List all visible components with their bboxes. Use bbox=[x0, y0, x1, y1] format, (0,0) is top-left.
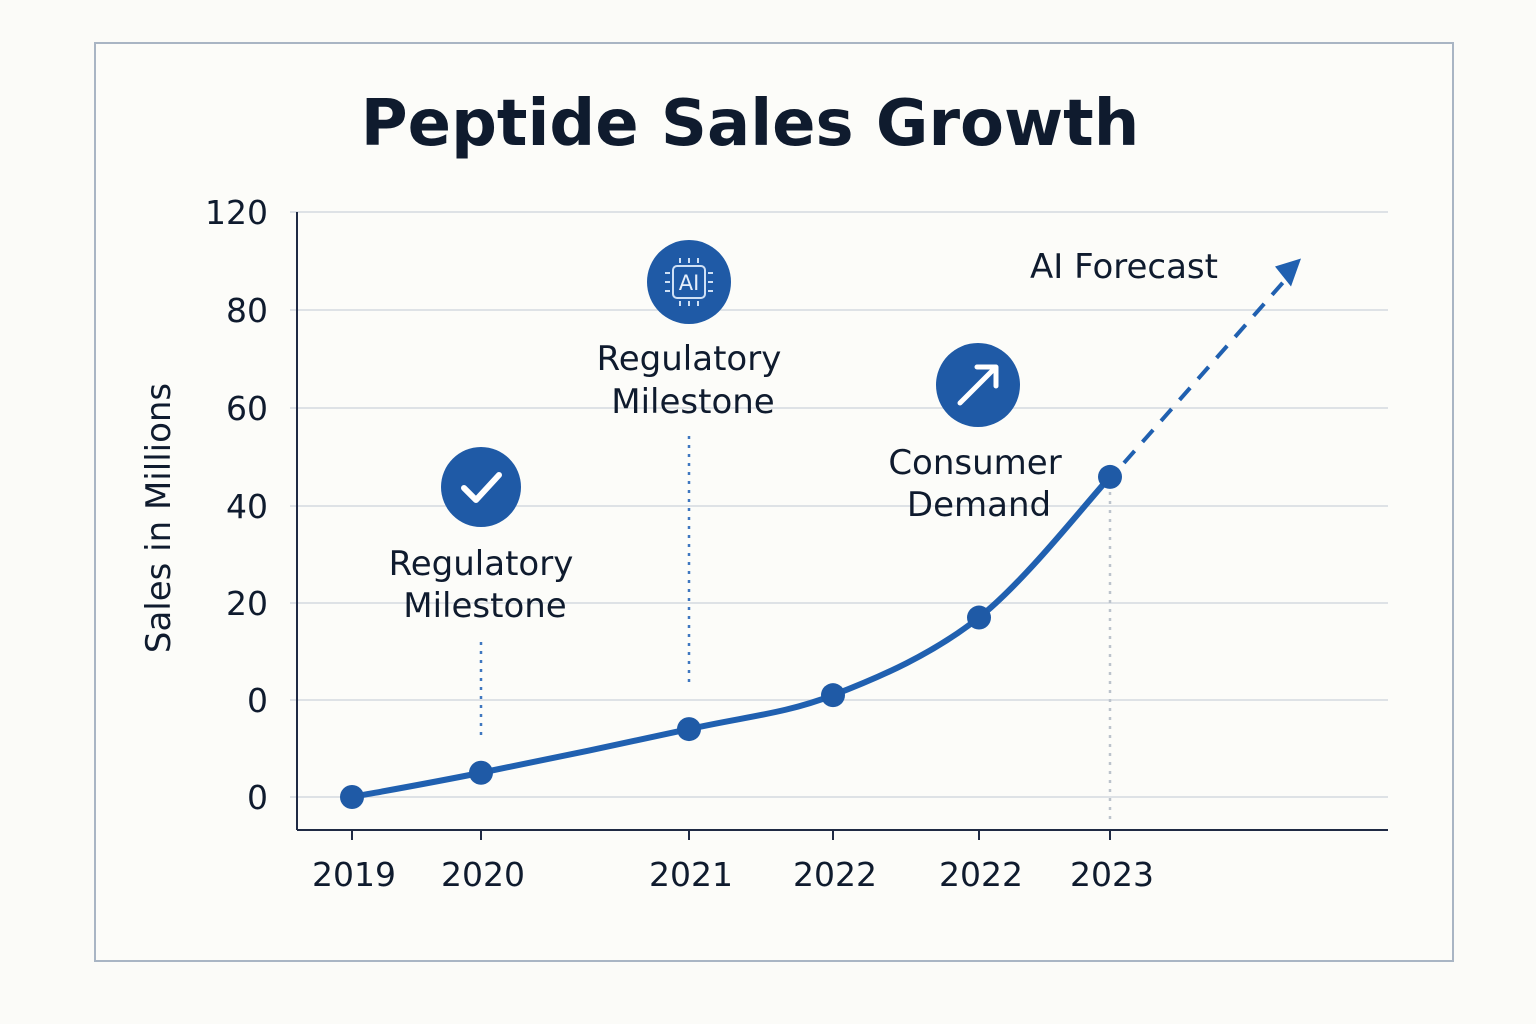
chart-title: Peptide Sales Growth bbox=[361, 87, 1140, 161]
y-axis-label: Sales in Millions bbox=[139, 383, 179, 653]
data-point bbox=[1098, 464, 1122, 489]
annotation-label-line1: Regulatory bbox=[389, 544, 574, 584]
chart-frame bbox=[94, 42, 1454, 962]
ai-chip-icon: AI bbox=[647, 240, 731, 324]
y-tick-label: 0 bbox=[247, 681, 268, 720]
annotation-label-line1: Regulatory bbox=[597, 339, 782, 379]
x-tick-labels: 2019 2020 2021 2022 2022 2023 bbox=[312, 830, 1154, 894]
forecast-line bbox=[1122, 281, 1285, 465]
data-point bbox=[967, 605, 991, 630]
checkmark-icon bbox=[441, 447, 521, 527]
annotation-label-line2: Milestone bbox=[611, 382, 774, 422]
forecast-arrowhead bbox=[1275, 258, 1301, 287]
annotation-label-line2: Milestone bbox=[403, 586, 566, 626]
annotation-label-line1: Consumer bbox=[888, 443, 1061, 483]
x-tick-label: 2021 bbox=[649, 855, 733, 894]
milestone-guides bbox=[479, 436, 1112, 822]
y-tick-label: 80 bbox=[226, 291, 268, 330]
y-tick-label: 120 bbox=[205, 193, 268, 232]
data-point bbox=[340, 785, 364, 809]
y-tick-label: 40 bbox=[226, 487, 268, 526]
y-tick-labels: 120 80 60 40 20 0 0 bbox=[205, 193, 268, 817]
forecast-series bbox=[1122, 258, 1301, 465]
x-tick-label: 2023 bbox=[1070, 855, 1154, 894]
forecast-label: AI Forecast bbox=[1030, 247, 1218, 287]
data-point bbox=[677, 717, 701, 742]
y-tick-label: 0 bbox=[247, 778, 268, 817]
trend-arrow-icon bbox=[936, 343, 1020, 427]
x-tick-label: 2022 bbox=[793, 855, 877, 894]
data-point bbox=[469, 760, 493, 785]
x-tick-label: 2022 bbox=[939, 855, 1023, 894]
x-tick-label: 2019 bbox=[312, 855, 396, 894]
sales-series bbox=[340, 464, 1122, 809]
annotation-label-line2: Demand bbox=[907, 485, 1051, 525]
x-tick-label: 2020 bbox=[441, 855, 525, 894]
ai-chip-label: AI bbox=[679, 271, 700, 295]
data-point bbox=[821, 683, 845, 708]
annotations: RegulatoryMilestoneAIRegulatoryMilestone… bbox=[389, 240, 1062, 626]
y-tick-label: 20 bbox=[226, 584, 268, 623]
y-tick-label: 60 bbox=[226, 389, 268, 428]
